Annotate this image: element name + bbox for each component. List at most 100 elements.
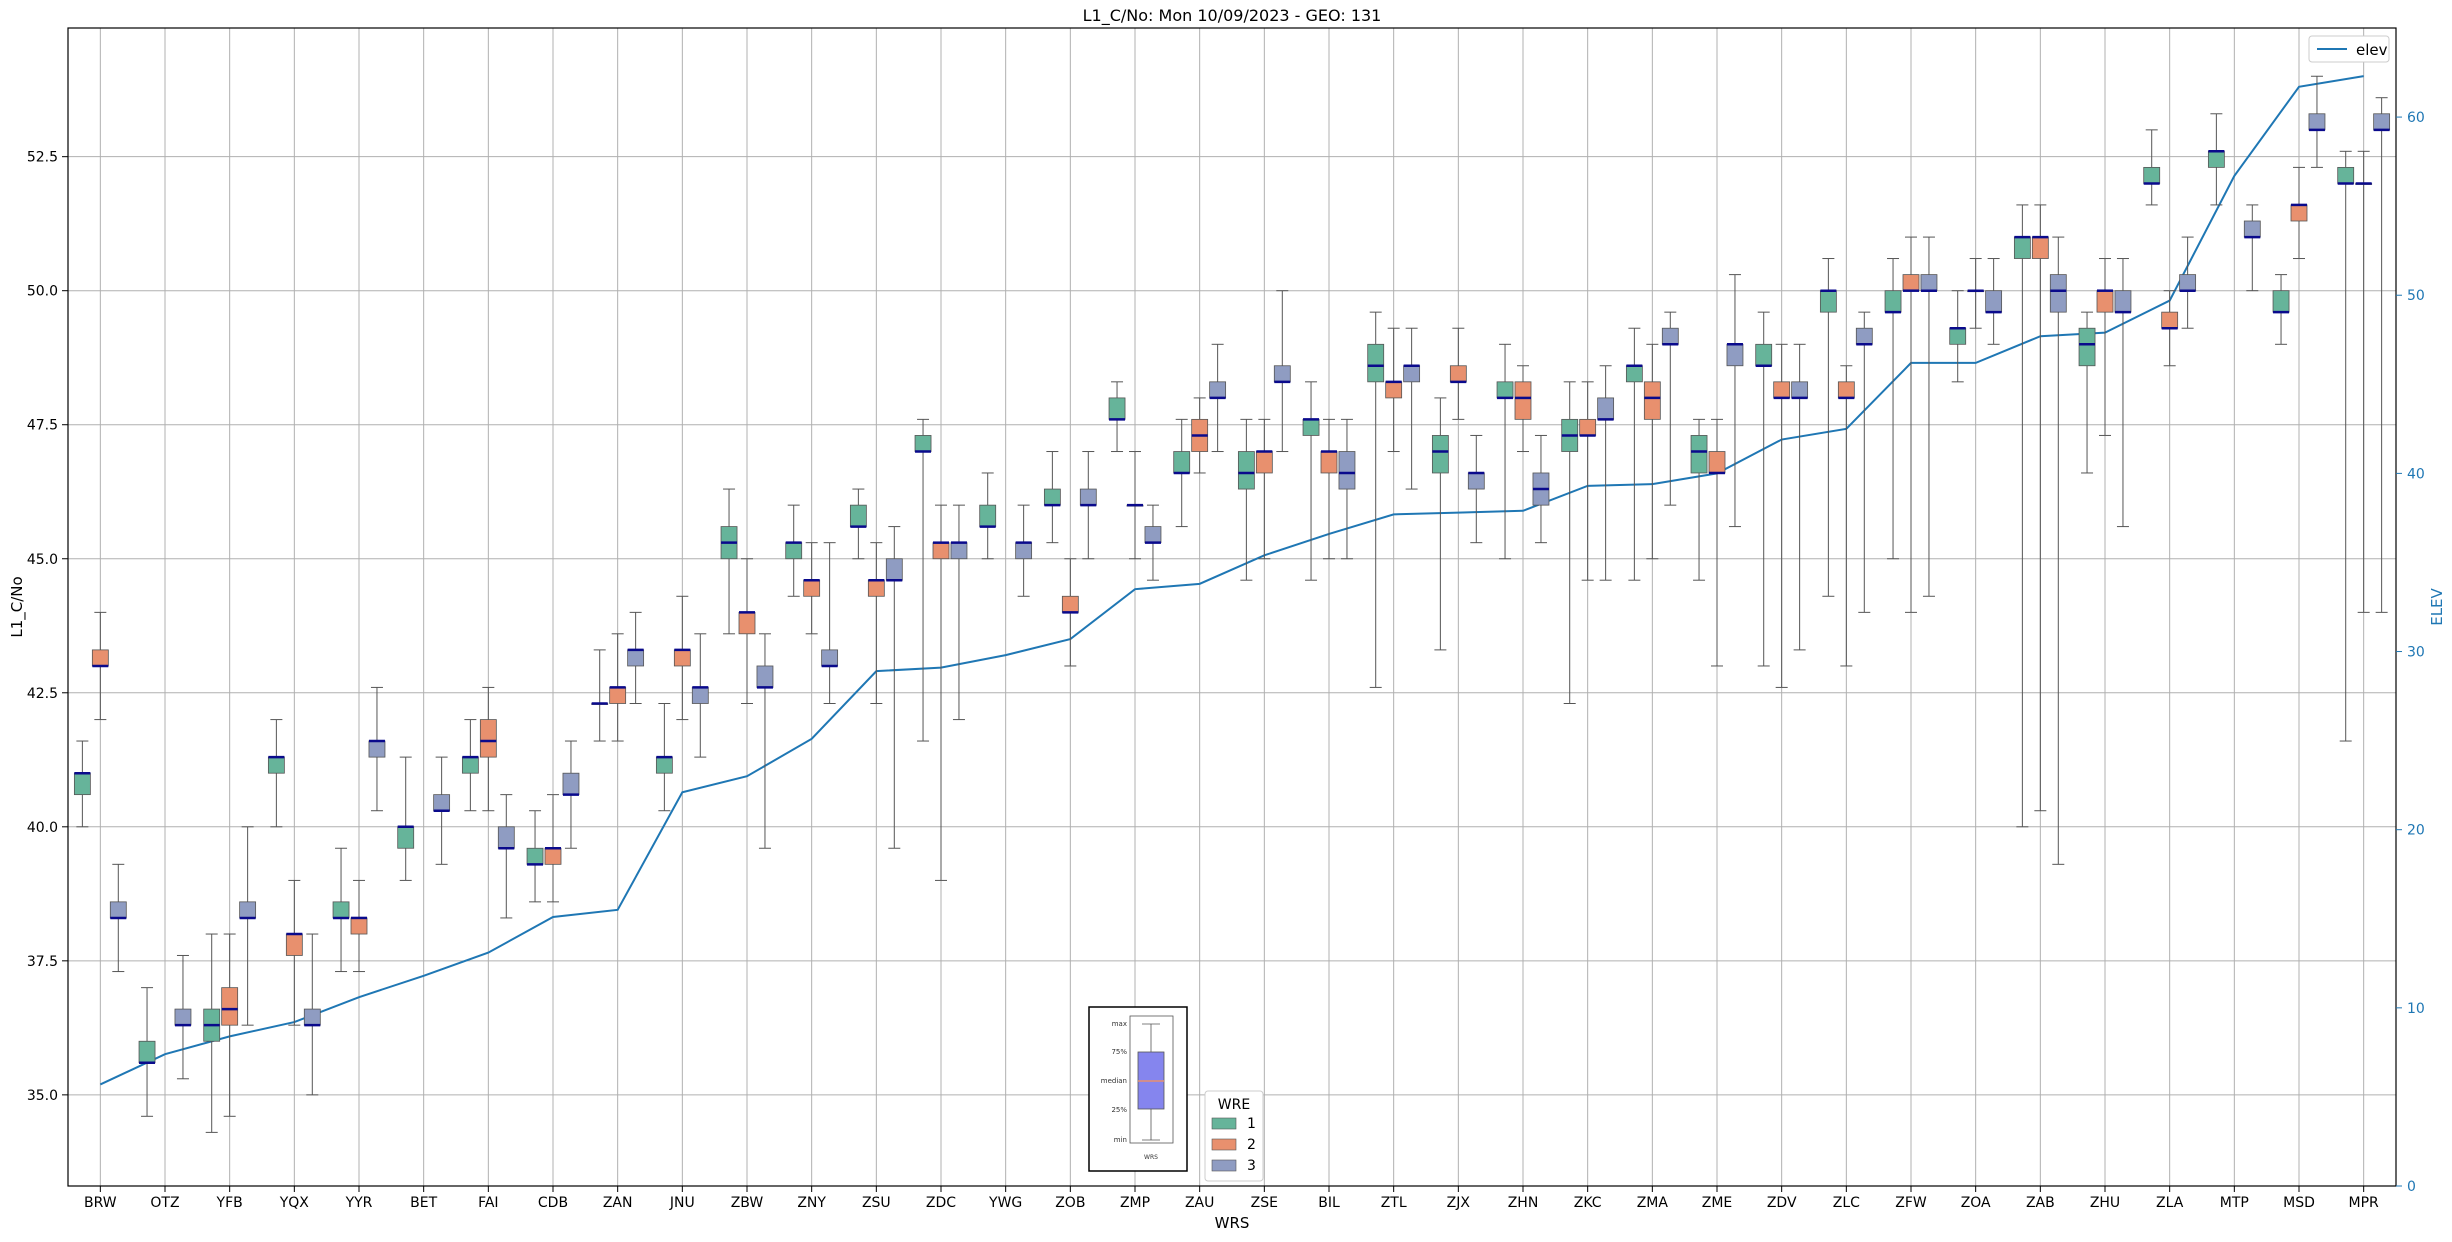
elev-line — [99, 75, 2364, 1086]
box-body — [1690, 435, 1708, 474]
box-wre-3-zdv — [1791, 343, 1809, 651]
box-wre-1-yfb — [203, 933, 221, 1133]
box-body — [1320, 451, 1338, 474]
box-body — [673, 649, 691, 667]
wre-legend-swatch-1 — [1211, 1117, 1237, 1130]
y2-tick-label: 50 — [2407, 288, 2425, 304]
box-wre-1-zoa — [1949, 290, 1967, 383]
box-body — [368, 740, 386, 758]
box-wre-2-zob — [1061, 558, 1079, 667]
y2-axis-label: ELEV — [2428, 587, 2446, 625]
x-tick-label: YWG — [988, 1195, 1022, 1211]
y2-tick-label: 20 — [2407, 823, 2425, 839]
box-wre-3-zmp — [1144, 504, 1162, 581]
box-body — [2114, 290, 2132, 313]
box-wre-3-mtp — [2243, 204, 2261, 292]
wre-legend-title: WRE — [1218, 1097, 1250, 1113]
x-tick-label: ZKC — [1574, 1195, 1602, 1211]
box-body — [2290, 204, 2308, 222]
box-wre-1-zdv — [1755, 311, 1773, 667]
box-wre-2-zny — [803, 542, 821, 635]
wre-legend-label-3: 3 — [1247, 1158, 1256, 1174]
wre-legend-label-2: 2 — [1247, 1137, 1256, 1153]
box-wre-2-zme — [1708, 418, 1726, 667]
box-body — [1431, 435, 1449, 474]
x-tick-label: ZAU — [1185, 1195, 1214, 1211]
box-body — [285, 933, 303, 956]
box-body — [350, 917, 368, 935]
box-key-label-q1: 25% — [1111, 1106, 1127, 1114]
box-wre-3-zkc — [1597, 365, 1615, 581]
box-wre-1-zbw — [720, 488, 738, 635]
box-key-label-max: max — [1112, 1020, 1127, 1028]
box-wre-2-zdv — [1773, 343, 1791, 688]
box-body — [1920, 274, 1938, 292]
elev-legend: elev — [2308, 35, 2390, 63]
y2-tick-label: 40 — [2407, 466, 2425, 482]
box-wre-1-zsu — [849, 488, 867, 560]
box-body — [479, 719, 497, 758]
box-body — [609, 687, 627, 704]
box-wre-1-zse — [1237, 418, 1255, 581]
box-wre-1-zan — [591, 649, 609, 742]
box-body — [803, 579, 821, 597]
box-wre-1-zkc — [1561, 381, 1579, 704]
box-wre-1-brw — [73, 740, 91, 828]
plot-frame — [67, 27, 2397, 1187]
box-body — [1015, 542, 1033, 560]
box-wre-1-fai — [461, 719, 479, 812]
box-wre-2-mpr — [2355, 150, 2373, 613]
box-wre-1-yqx — [267, 719, 285, 828]
box-wre-2-zla — [2161, 290, 2179, 367]
box-body — [1403, 365, 1421, 383]
box-wre-1-zab — [2013, 204, 2031, 828]
box-body — [756, 665, 774, 688]
box-body — [239, 901, 257, 919]
box-body — [2308, 113, 2326, 131]
box-body — [267, 756, 285, 774]
x-tick-label: ZTL — [1381, 1195, 1407, 1211]
box-wre-3-yyr — [368, 686, 386, 812]
x-tick-label: ZJX — [1447, 1195, 1471, 1211]
box-wre-1-zfw — [1884, 258, 1902, 560]
box-wre-1-cdb — [526, 810, 544, 903]
box-wre-2-zlc — [1837, 365, 1855, 667]
box-body — [885, 558, 903, 581]
box-wre-3-ywg — [1015, 504, 1033, 597]
box-body — [1043, 488, 1061, 506]
box-body — [1467, 472, 1485, 490]
box-wre-1-zny — [785, 504, 803, 597]
box-wre-2-zse — [1255, 418, 1273, 560]
box-body — [1209, 381, 1227, 399]
box-body — [1449, 365, 1467, 383]
box-wre-3-zse — [1273, 290, 1291, 453]
box-body — [1773, 381, 1791, 399]
box-key: max 75% median 25% min WRS — [1088, 1006, 1188, 1172]
axis-layer: 35.0 37.5 40.0 42.5 45.0 47.5 50.0 52.5 0 10 20 30 4… — [27, 110, 2425, 1211]
box-wre-3-cdb — [562, 740, 580, 849]
box-wre-1-zdc — [914, 418, 932, 742]
box-body — [303, 1008, 321, 1026]
box-body — [1255, 451, 1273, 474]
x-tick-label: BIL — [1318, 1195, 1340, 1211]
y-tick-label: 40.0 — [27, 820, 58, 836]
box-wre-3-zhu — [2114, 258, 2132, 528]
box-body — [2143, 166, 2161, 184]
x-tick-label: MSD — [2283, 1195, 2315, 1211]
box-body — [1144, 526, 1162, 544]
box-body — [497, 826, 515, 849]
box-wre-2-cdb — [544, 794, 562, 903]
box-wre-1-zau — [1173, 418, 1191, 528]
wre-legend-swatch-2 — [1211, 1138, 1237, 1151]
y-tick-label: 52.5 — [27, 150, 58, 166]
box-body — [1884, 290, 1902, 313]
x-tick-label: ZHN — [1508, 1195, 1539, 1211]
box-wre-2-zsu — [867, 542, 885, 704]
box-body — [1108, 397, 1126, 420]
box-body — [1855, 327, 1873, 345]
x-tick-label: ZLA — [2156, 1195, 2184, 1211]
box-wre-2-zfw — [1902, 236, 1920, 613]
x-tick-label: ZBW — [731, 1195, 764, 1211]
box-wre-3-zma — [1661, 311, 1679, 506]
